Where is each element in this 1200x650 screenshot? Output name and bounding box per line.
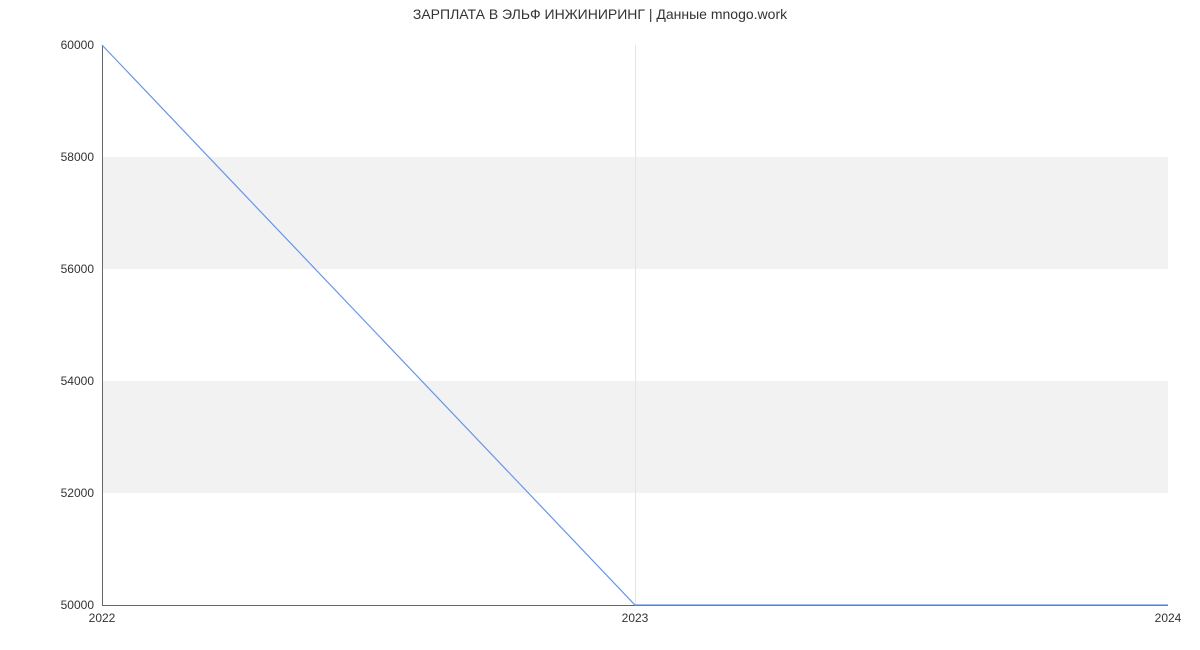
plot-area: 5000052000540005600058000600002022202320… bbox=[102, 45, 1168, 605]
y-tick-label: 58000 bbox=[61, 150, 94, 164]
series-layer bbox=[102, 45, 1168, 605]
y-tick-label: 54000 bbox=[61, 374, 94, 388]
y-tick-label: 52000 bbox=[61, 486, 94, 500]
y-tick-label: 50000 bbox=[61, 598, 94, 612]
x-tick-label: 2023 bbox=[622, 611, 649, 625]
y-tick-label: 60000 bbox=[61, 38, 94, 52]
x-tick-label: 2022 bbox=[89, 611, 116, 625]
series-salary bbox=[102, 45, 1168, 605]
x-tick-label: 2024 bbox=[1155, 611, 1182, 625]
chart-title: ЗАРПЛАТА В ЭЛЬФ ИНЖИНИРИНГ | Данные mnog… bbox=[0, 6, 1200, 22]
y-tick-label: 56000 bbox=[61, 262, 94, 276]
salary-chart: ЗАРПЛАТА В ЭЛЬФ ИНЖИНИРИНГ | Данные mnog… bbox=[0, 0, 1200, 650]
